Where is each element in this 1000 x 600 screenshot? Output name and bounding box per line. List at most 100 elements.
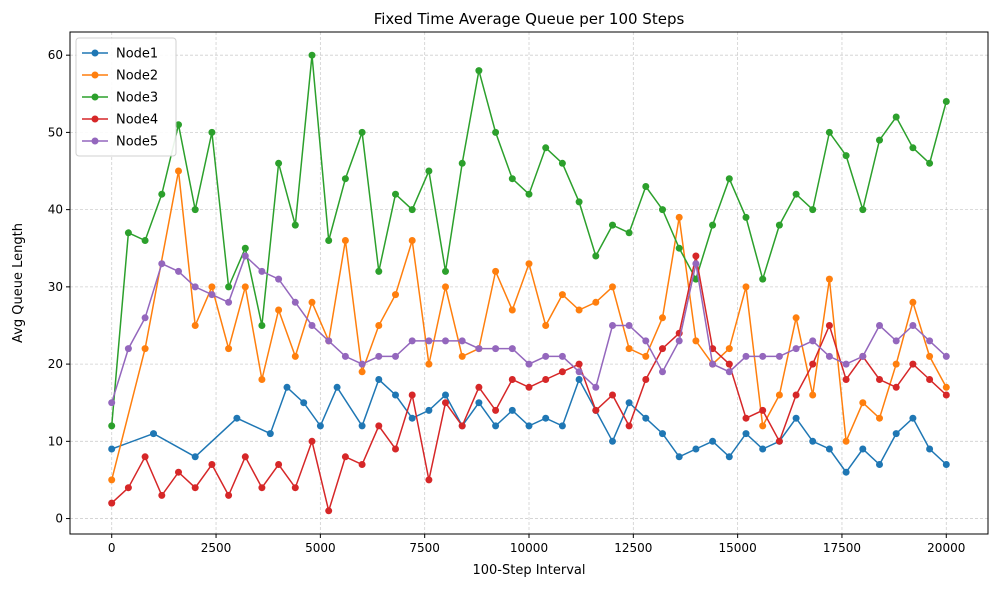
- data-point-node4: [609, 391, 616, 399]
- data-point-node3: [892, 113, 900, 121]
- data-point-node3: [191, 206, 199, 214]
- data-point-node5: [592, 383, 600, 391]
- data-point-node4: [375, 422, 383, 430]
- data-point-node2: [642, 352, 650, 360]
- data-point-node3: [325, 237, 333, 244]
- data-point-node3: [759, 275, 767, 283]
- data-point-node5: [575, 368, 583, 376]
- data-point-node5: [659, 368, 666, 376]
- x-tick-label: 15000: [719, 541, 757, 555]
- data-point-node5: [742, 352, 750, 360]
- legend-marker: [91, 49, 99, 57]
- data-point-node4: [759, 406, 767, 414]
- x-tick-label: 10000: [510, 541, 548, 555]
- y-tick-label: 10: [48, 434, 63, 448]
- data-point-node3: [859, 206, 867, 214]
- data-point-node5: [158, 260, 166, 268]
- data-point-node4: [158, 491, 166, 499]
- data-point-node1: [558, 422, 566, 430]
- data-point-node2: [175, 167, 182, 175]
- data-point-node4: [692, 252, 700, 260]
- data-point-node5: [308, 322, 316, 329]
- data-point-node4: [492, 406, 500, 414]
- data-point-node3: [291, 221, 299, 229]
- data-point-node3: [642, 183, 650, 190]
- series-node1: [108, 376, 950, 476]
- legend-marker: [91, 115, 99, 123]
- data-point-node1: [542, 414, 550, 422]
- data-point-node4: [291, 484, 299, 492]
- data-point-node2: [809, 391, 817, 399]
- series-node5: [108, 252, 950, 407]
- data-point-node2: [225, 345, 233, 353]
- data-point-node5: [291, 298, 299, 306]
- data-point-node5: [675, 337, 683, 345]
- data-point-node1: [876, 461, 883, 468]
- data-point-node2: [892, 360, 900, 368]
- data-point-node4: [258, 484, 266, 492]
- data-point-node5: [809, 337, 817, 345]
- data-point-node3: [792, 190, 800, 198]
- data-point-node4: [876, 376, 883, 383]
- data-point-node2: [108, 476, 116, 484]
- data-point-node2: [208, 283, 216, 291]
- data-point-node5: [225, 298, 233, 306]
- data-point-node5: [909, 322, 917, 329]
- data-point-node4: [842, 376, 850, 383]
- data-point-node4: [742, 414, 750, 422]
- data-point-node1: [191, 453, 199, 461]
- data-point-node2: [408, 237, 416, 244]
- data-point-node5: [759, 352, 767, 360]
- data-point-node3: [659, 206, 666, 214]
- data-point-node5: [458, 337, 466, 345]
- data-point-node5: [692, 260, 700, 268]
- data-point-node2: [609, 283, 616, 291]
- legend-marker: [91, 71, 99, 79]
- data-point-node4: [942, 391, 950, 399]
- data-point-node3: [425, 167, 433, 175]
- data-point-node3: [609, 221, 616, 229]
- data-point-node3: [392, 190, 399, 198]
- data-point-node4: [358, 461, 366, 468]
- data-point-node1: [759, 445, 767, 453]
- data-point-node5: [258, 267, 266, 275]
- data-point-node2: [275, 306, 283, 314]
- data-point-node4: [392, 445, 399, 453]
- data-point-node3: [175, 121, 182, 129]
- data-point-node2: [675, 213, 683, 221]
- data-point-node4: [325, 507, 333, 515]
- data-point-node1: [659, 430, 666, 438]
- data-point-node5: [124, 345, 132, 353]
- x-axis-label: 100-Step Interval: [472, 563, 585, 578]
- data-point-node5: [625, 322, 633, 329]
- data-point-node4: [775, 437, 783, 445]
- legend-item-node5: Node5: [82, 135, 158, 150]
- data-point-node5: [492, 345, 500, 353]
- data-point-node3: [709, 221, 717, 229]
- legend-box: [75, 37, 177, 157]
- data-point-node2: [508, 306, 516, 314]
- data-point-node2: [926, 352, 934, 360]
- data-point-node2: [525, 260, 533, 268]
- x-tick-label: 5000: [305, 541, 336, 555]
- y-tick-label: 60: [48, 48, 63, 62]
- data-point-node3: [108, 422, 116, 430]
- data-point-node2: [876, 414, 883, 422]
- data-point-node4: [208, 461, 216, 468]
- data-point-node2: [542, 322, 550, 329]
- data-point-node1: [725, 453, 733, 461]
- data-point-node4: [241, 453, 249, 461]
- data-point-node2: [575, 306, 583, 314]
- data-point-node4: [659, 345, 666, 353]
- data-point-node3: [341, 175, 349, 183]
- legend: Node1 Node2 Node3 Node4 Node5: [75, 37, 177, 157]
- data-point-node1: [475, 399, 483, 407]
- data-point-node2: [725, 345, 733, 353]
- data-point-node2: [291, 352, 299, 360]
- series-node3: [108, 51, 950, 430]
- legend-item-node4: Node4: [82, 113, 158, 128]
- data-point-node3: [809, 206, 817, 214]
- x-tick-label: 12500: [614, 541, 652, 555]
- data-point-node2: [825, 275, 833, 283]
- data-point-node4: [408, 391, 416, 399]
